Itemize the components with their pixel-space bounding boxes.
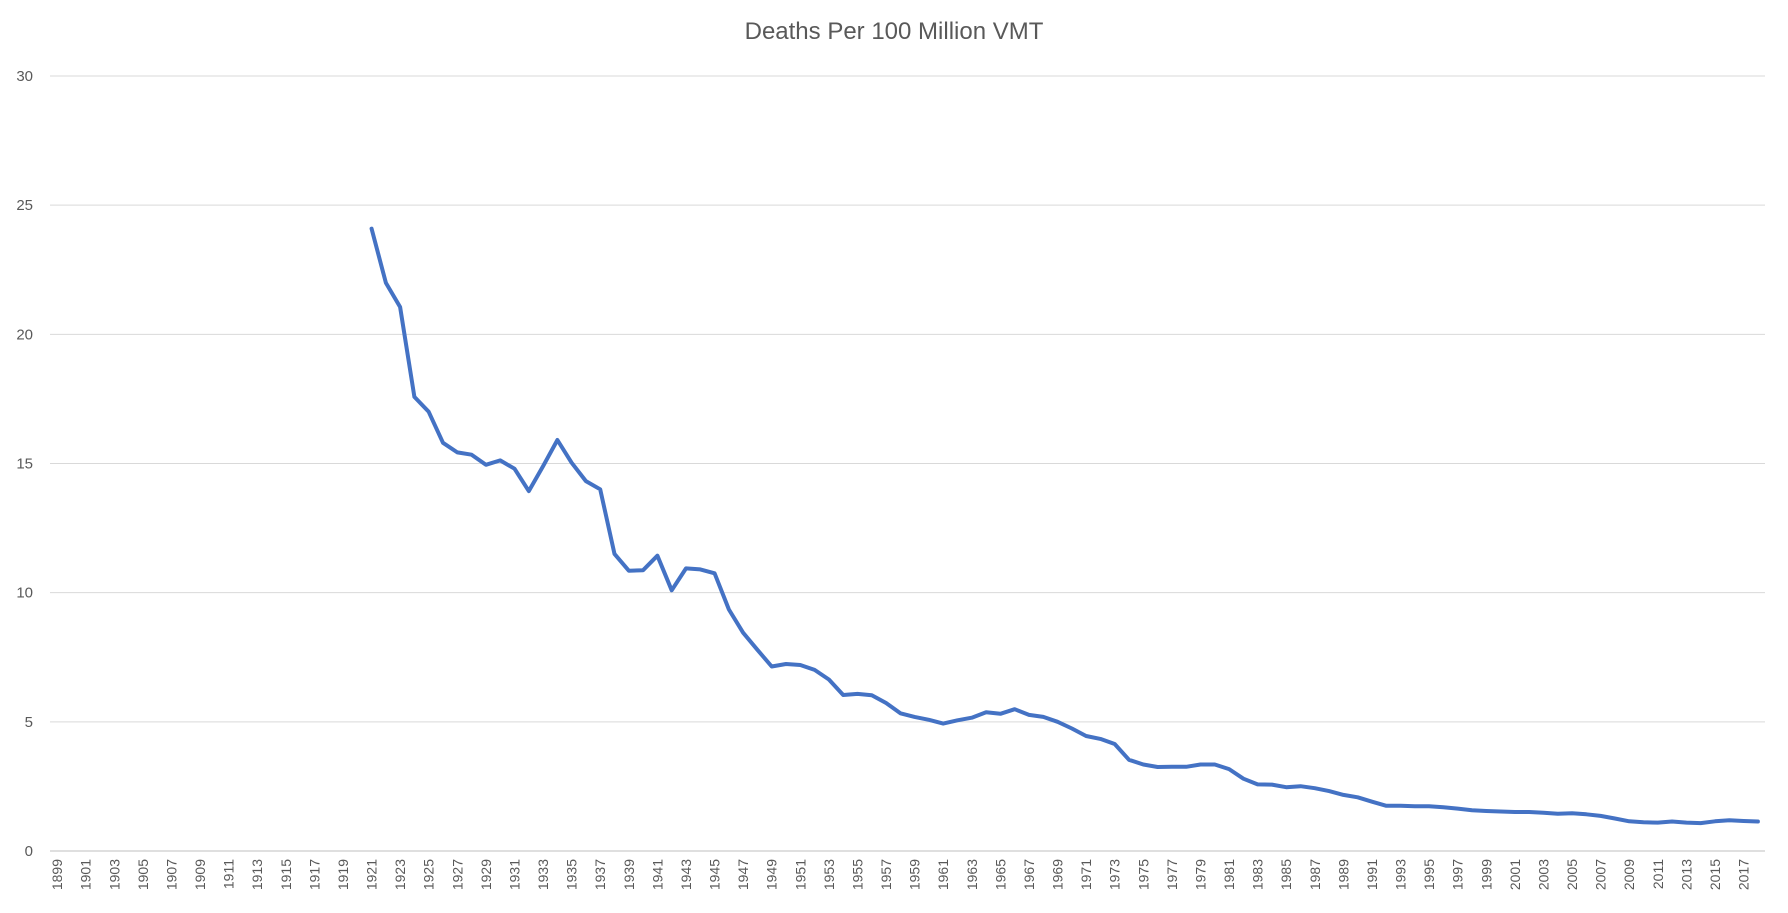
x-tick-label: 1921 — [364, 859, 380, 890]
x-tick-label: 1967 — [1021, 859, 1037, 890]
x-tick-label: 1969 — [1050, 859, 1066, 890]
x-tick-label: 1957 — [878, 859, 894, 890]
x-tick-label: 1989 — [1335, 859, 1351, 890]
x-tick-label: 1985 — [1278, 859, 1294, 890]
x-tick-label: 1925 — [421, 859, 437, 890]
x-tick-label: 1983 — [1250, 859, 1266, 890]
y-tick-label: 10 — [16, 585, 33, 602]
x-tick-label: 2003 — [1535, 859, 1551, 890]
series-layer — [369, 226, 1760, 826]
x-tick-label: 1919 — [335, 859, 351, 890]
x-tick-label: 1935 — [564, 859, 580, 890]
x-tick-label: 1937 — [592, 859, 608, 890]
x-tick-label: 1939 — [621, 859, 637, 890]
x-tick-label: 1917 — [306, 859, 322, 890]
x-tick-label: 1907 — [163, 859, 179, 890]
x-tick-label: 1965 — [992, 859, 1008, 890]
x-tick-label: 1959 — [907, 859, 923, 890]
x-tick-label: 1933 — [535, 859, 551, 890]
x-tick-label: 2005 — [1564, 859, 1580, 890]
x-tick-label: 1979 — [1192, 859, 1208, 890]
x-tick-label: 1997 — [1450, 859, 1466, 890]
x-tick-label: 1943 — [678, 859, 694, 890]
x-tick-label: 1993 — [1393, 859, 1409, 890]
x-tick-label: 1909 — [192, 859, 208, 890]
y-tick-label: 30 — [16, 68, 33, 85]
x-tick-label: 1947 — [735, 859, 751, 890]
y-axis-ticks: 0 5 10 15 20 25 30 — [16, 68, 33, 860]
x-tick-label: 2015 — [1707, 859, 1723, 890]
x-tick-label: 1977 — [1164, 859, 1180, 890]
x-tick-label: 1971 — [1078, 859, 1094, 890]
x-tick-label: 1899 — [49, 859, 65, 890]
x-tick-label: 1945 — [707, 859, 723, 890]
y-tick-label: 20 — [16, 326, 33, 343]
x-axis-ticks: 1899 1901 1903 1905 1907 1909 1911 1913 1915 1917… — [49, 859, 1751, 890]
x-tick-label: 1961 — [935, 859, 951, 890]
x-tick-label: 1915 — [278, 859, 294, 890]
x-tick-label: 1913 — [249, 859, 265, 890]
x-tick-label: 2013 — [1678, 859, 1694, 890]
x-tick-label: 2017 — [1736, 859, 1752, 890]
x-tick-label: 1927 — [449, 859, 465, 890]
x-tick-label: 1901 — [78, 859, 94, 890]
x-tick-label: 1991 — [1364, 859, 1380, 890]
y-tick-label: 5 — [25, 714, 33, 731]
x-tick-label: 1975 — [1135, 859, 1151, 890]
gridlines — [50, 75, 1765, 852]
x-tick-label: 1981 — [1221, 859, 1237, 890]
x-tick-label: 1955 — [849, 859, 865, 890]
x-tick-label: 1911 — [221, 859, 237, 889]
x-tick-label: 1941 — [649, 859, 665, 890]
x-tick-label: 1973 — [1107, 859, 1123, 890]
x-tick-label: 2009 — [1621, 859, 1637, 890]
x-tick-label: 2001 — [1507, 859, 1523, 890]
x-tick-label: 1963 — [964, 859, 980, 890]
x-tick-label: 1949 — [764, 859, 780, 890]
x-tick-label: 1929 — [478, 859, 494, 890]
y-tick-label: 25 — [16, 197, 33, 214]
x-tick-label: 1999 — [1478, 859, 1494, 890]
series-line — [369, 226, 1760, 826]
x-tick-label: 1987 — [1307, 859, 1323, 890]
x-tick-label: 1923 — [392, 859, 408, 890]
x-tick-label: 1951 — [792, 859, 808, 890]
x-tick-label: 1995 — [1421, 859, 1437, 890]
x-tick-label: 1931 — [506, 859, 522, 890]
x-tick-label: 1905 — [135, 859, 151, 890]
x-tick-label: 2007 — [1593, 859, 1609, 890]
y-tick-label: 0 — [25, 843, 33, 860]
y-tick-label: 15 — [16, 456, 33, 473]
x-tick-label: 1953 — [821, 859, 837, 890]
x-tick-label: 2011 — [1650, 859, 1666, 889]
x-tick-label: 1903 — [106, 859, 122, 890]
chart-title: Deaths Per 100 Million VMT — [744, 18, 1044, 45]
